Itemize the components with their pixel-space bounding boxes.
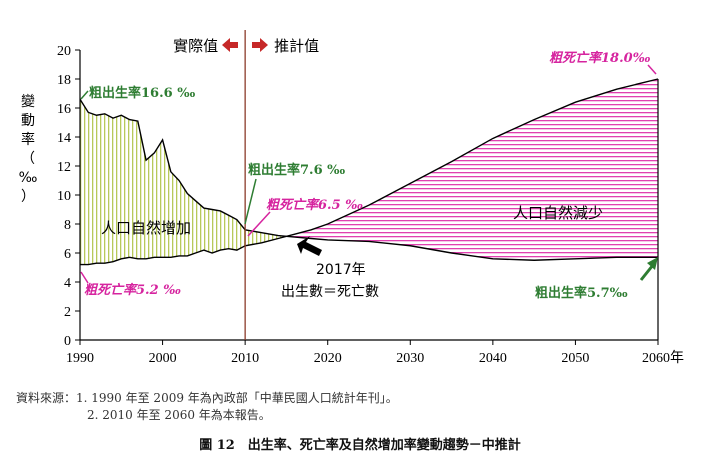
series-line-death-rate [80, 78, 659, 266]
annotation-birth-2060: 粗出生率5.7‰ [535, 285, 628, 301]
arrow-right-icon [252, 38, 268, 52]
figure-caption: 圖 12 出生率、死亡率及自然增加率變動趨勢－中推計 [199, 438, 521, 453]
x-tick-label: 1990 [66, 351, 94, 366]
annotation-equal-text: 出生數＝死亡數 [281, 284, 379, 300]
annotation-pointer-death-2010 [247, 211, 271, 237]
y-tick-label: 10 [57, 189, 71, 204]
x-tick-label: 2040 [479, 351, 507, 366]
y-tick-label: 2 [64, 305, 71, 320]
y-tick-label: 18 [57, 73, 71, 88]
x-tick-label: 2060年 [642, 350, 684, 366]
annotation-birth-1990: 粗出生率16.6 ‰ [89, 85, 195, 101]
annotation-pointer-birth-1990 [80, 90, 89, 100]
annotation-equal-year: 2017年 [316, 262, 366, 278]
y-tick-label: 4 [64, 276, 71, 291]
x-tick-label: 2000 [149, 351, 177, 366]
annotation-death-1990: 粗死亡率5.2 ‰ [84, 282, 181, 298]
y-tick-label: 14 [57, 131, 71, 146]
annotation-death-2010: 粗死亡率6.5 ‰ [266, 197, 363, 213]
svg-text:率: 率 [21, 131, 35, 148]
svg-text:動: 動 [21, 113, 35, 129]
annotation-death-2060: 粗死亡率18.0‰ [549, 50, 651, 66]
arrow-up-right-icon [647, 257, 658, 270]
source-note: 資料來源：1. 1990 年至 2009 年為內政部「中華民國人口統計年刊」。 … [16, 390, 398, 424]
annotation-pointer-death-1990 [80, 271, 89, 284]
svg-text:‰: ‰ [19, 170, 38, 186]
y-tick-label: 8 [64, 218, 71, 233]
arrow-left-icon [222, 38, 238, 52]
annotation-pointer-birth-2010 [244, 178, 257, 225]
y-tick-label: 16 [57, 102, 71, 117]
x-tick-label: 2020 [314, 351, 342, 366]
y-tick-label: 12 [57, 160, 71, 175]
source-line-2: 2. 2010 年至 2060 年為本報告。 [87, 408, 271, 422]
annotation-pointer-birth-2060 [639, 264, 655, 281]
series-line-birth-rate [79, 98, 658, 261]
y-axis-label: 變動率 （ ‰ ） [19, 94, 38, 205]
arrow-up-left-icon [297, 236, 322, 256]
phase-label-actual: 實際值 [173, 37, 218, 55]
y-tick-label: 20 [57, 44, 71, 59]
region-decrease-fill [286, 79, 658, 261]
svg-text:變: 變 [21, 94, 35, 110]
region-label-decrease: 人口自然減少 [513, 204, 603, 222]
x-tick-label: 2010 [231, 351, 259, 366]
y-tick-label: 0 [64, 334, 71, 349]
x-tick-label: 2050 [561, 351, 589, 366]
x-tick-label: 2030 [396, 351, 424, 366]
y-tick-label: 6 [64, 247, 71, 262]
annotation-pointer-death-2060 [647, 64, 657, 75]
region-increase-fill [80, 99, 287, 265]
annotation-birth-2010: 粗出生率7.6 ‰ [248, 162, 345, 178]
svg-text:）: ） [21, 189, 35, 205]
svg-text:（: （ [21, 151, 35, 167]
source-line-1: 資料來源：1. 1990 年至 2009 年為內政部「中華民國人口統計年刊」。 [16, 391, 398, 405]
chart: 0 2 4 6 8 10 12 14 16 18 20 1990 2000 2010 2020 2030 204… [19, 30, 684, 366]
phase-label-forecast: 推計值 [274, 37, 319, 55]
region-label-increase: 人口自然增加 [101, 219, 191, 237]
